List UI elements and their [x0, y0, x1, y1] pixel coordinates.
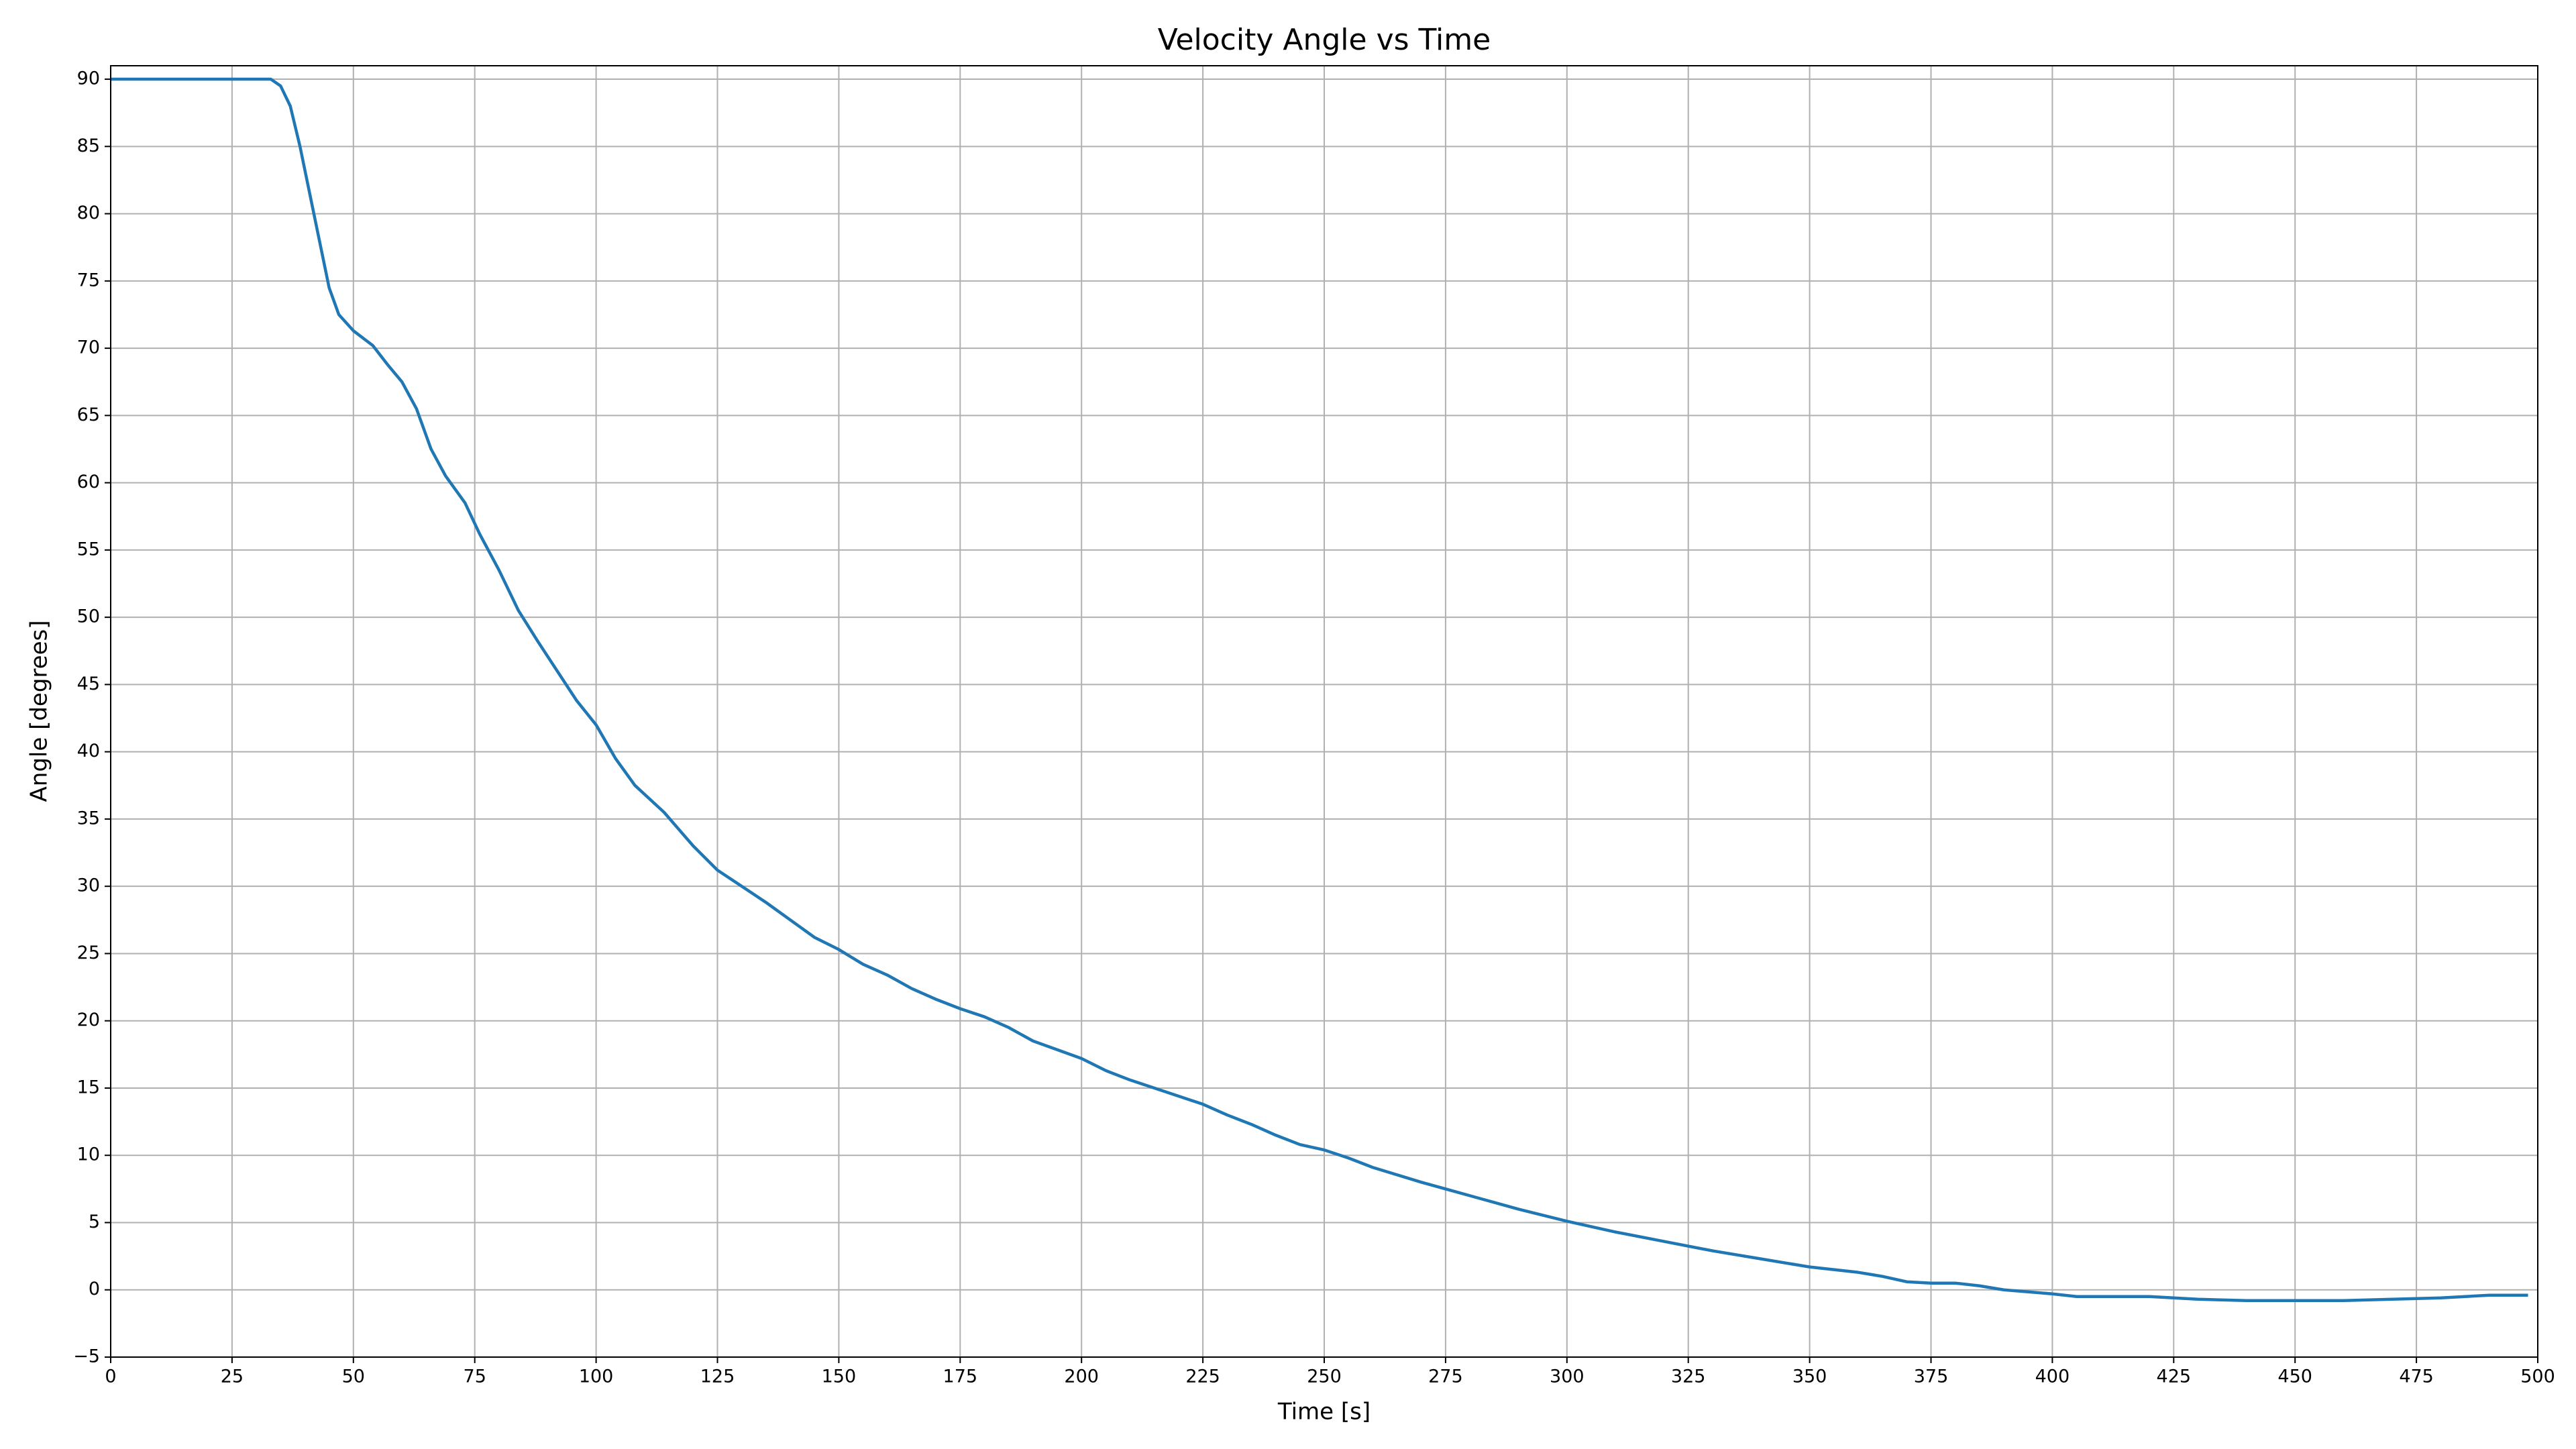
y-tick-label: 65 — [77, 405, 100, 425]
x-tick-label: 325 — [1671, 1366, 1706, 1387]
y-tick-label: 90 — [77, 68, 100, 89]
y-tick-label: 50 — [77, 606, 100, 627]
y-tick-label: 10 — [77, 1144, 100, 1165]
y-tick-label: 5 — [89, 1212, 100, 1232]
y-tick-label: 45 — [77, 674, 100, 694]
x-tick-label: 350 — [1792, 1366, 1827, 1387]
x-tick-label: 250 — [1307, 1366, 1342, 1387]
y-tick-label: 20 — [77, 1010, 100, 1030]
y-tick-label: 25 — [77, 943, 100, 963]
x-tick-label: 425 — [2157, 1366, 2192, 1387]
x-tick-label: 175 — [943, 1366, 978, 1387]
y-tick-label: 55 — [77, 539, 100, 559]
x-tick-label: 25 — [221, 1366, 244, 1387]
y-tick-label: 35 — [77, 808, 100, 828]
x-tick-label: 375 — [1914, 1366, 1949, 1387]
data-line — [111, 77, 2528, 1303]
y-tick-label: 0 — [89, 1279, 100, 1299]
x-tick-label: 300 — [1550, 1366, 1585, 1387]
y-tick-label: −5 — [73, 1346, 100, 1367]
y-tick-label: 15 — [77, 1077, 100, 1097]
x-tick-label: 500 — [2520, 1366, 2555, 1387]
y-tick-label: 80 — [77, 203, 100, 223]
y-tick-label: 40 — [77, 741, 100, 761]
x-tick-label: 475 — [2399, 1366, 2434, 1387]
x-tick-label: 100 — [579, 1366, 614, 1387]
x-tick-label: 400 — [2035, 1366, 2070, 1387]
plot-frame — [110, 65, 2538, 1358]
x-tick-label: 225 — [1185, 1366, 1220, 1387]
x-tick-label: 450 — [2277, 1366, 2312, 1387]
y-axis-label: Angle [degrees] — [26, 621, 53, 802]
x-axis-label: Time [s] — [1277, 1399, 1371, 1426]
y-tick-label: 85 — [77, 136, 100, 156]
x-tick-label: 75 — [464, 1366, 486, 1387]
y-tick-label: 60 — [77, 472, 100, 492]
x-tick-label: 200 — [1064, 1366, 1099, 1387]
x-tick-label: 50 — [342, 1366, 365, 1387]
x-tick-label: 275 — [1428, 1366, 1463, 1387]
y-tick-label: 30 — [77, 875, 100, 896]
x-tick-label: 125 — [700, 1366, 735, 1387]
y-tick-label: 70 — [77, 337, 100, 358]
x-tick-label: 150 — [822, 1366, 857, 1387]
x-tick-label: 0 — [105, 1366, 116, 1387]
y-tick-label: 75 — [77, 270, 100, 290]
chart-title: Velocity Angle vs Time — [1158, 23, 1491, 57]
